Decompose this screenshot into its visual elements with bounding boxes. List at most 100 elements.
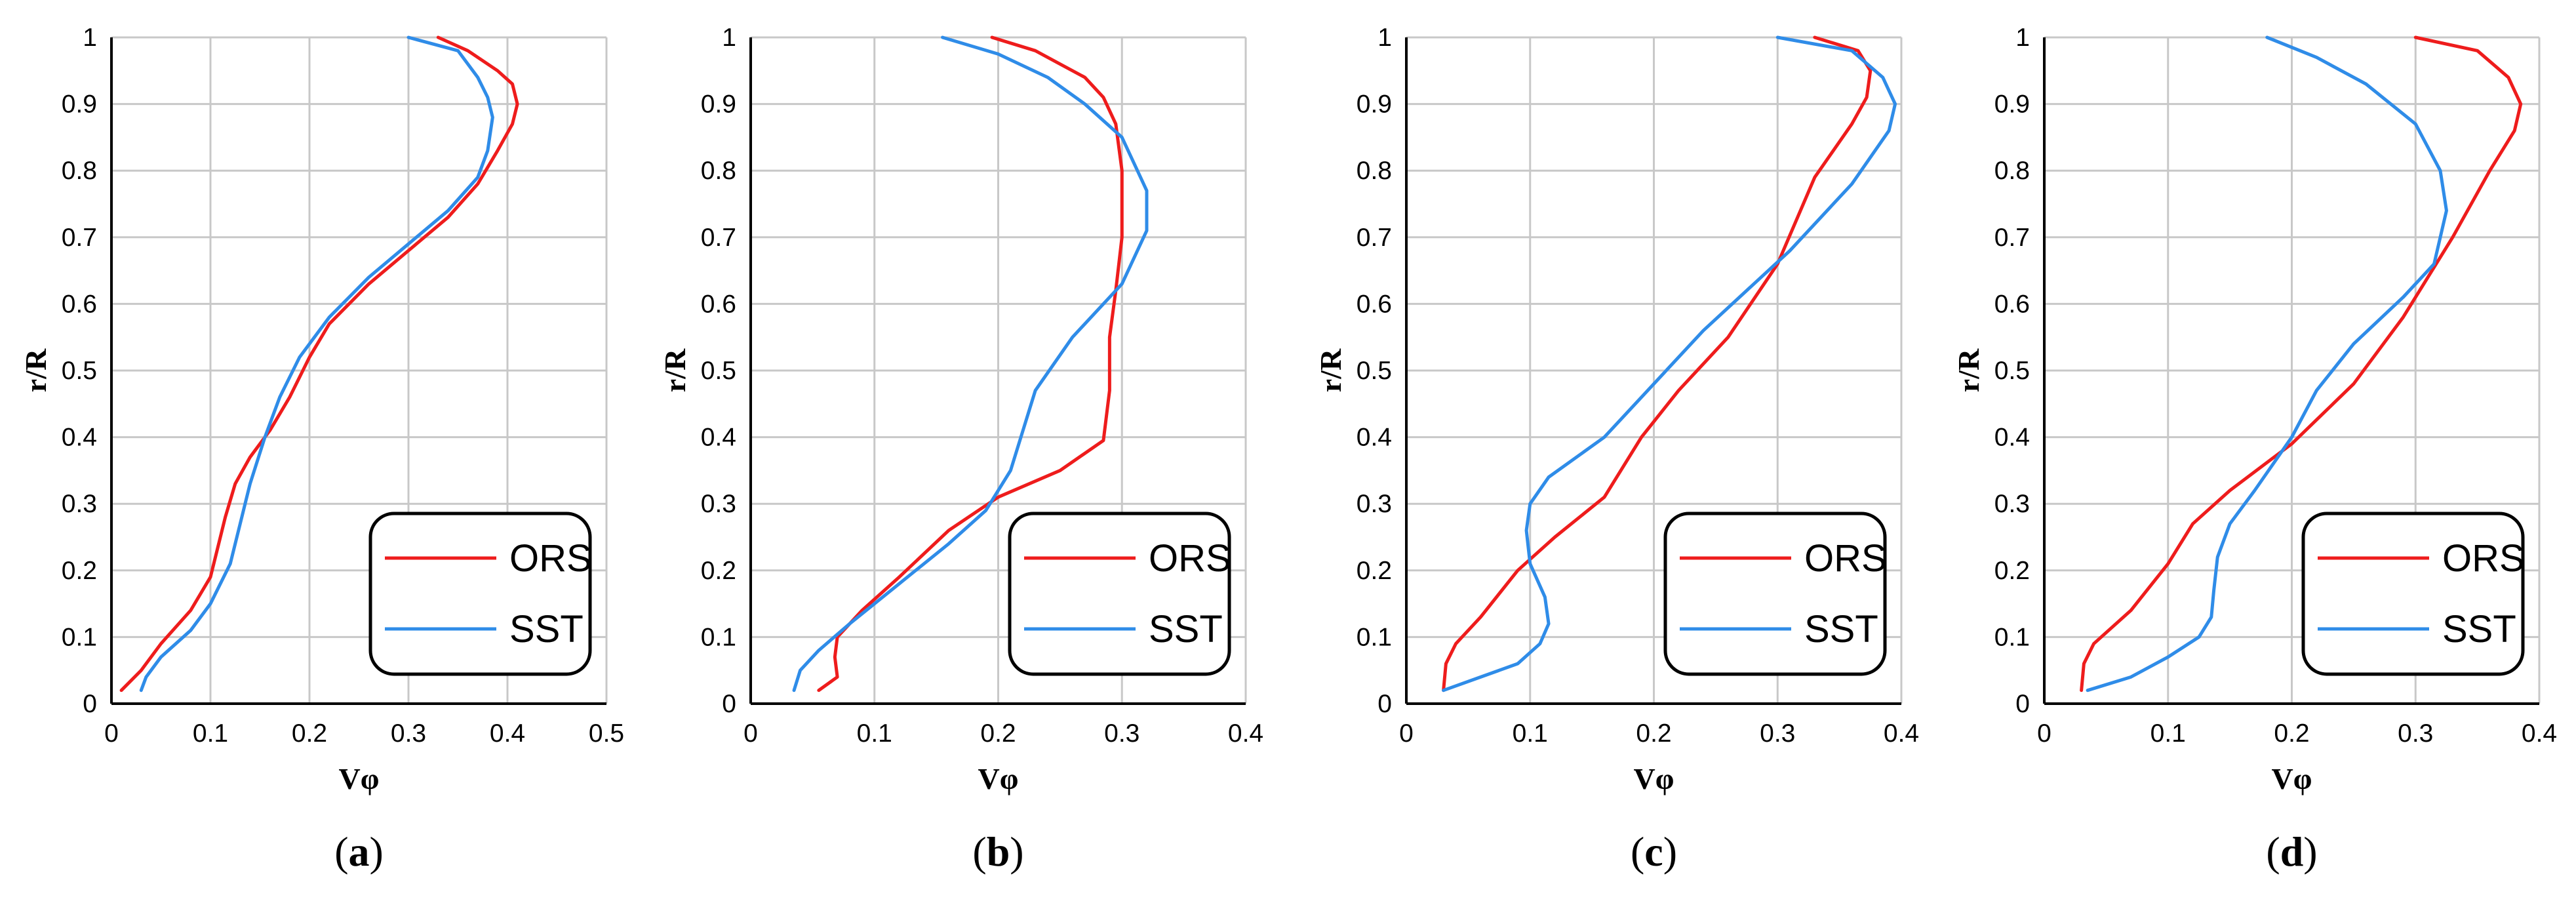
y-axis-title: r/R [658,348,692,392]
x-tick-label: 0.4 [1884,719,1919,748]
y-tick-label: 0.2 [62,557,97,585]
x-tick-label: 0.3 [1760,719,1795,748]
y-tick-label: 1 [2015,24,2030,52]
x-tick-label: 0.3 [2398,719,2433,748]
legend-label-ors: ORS [509,537,592,580]
y-axis-title: r/R [19,348,52,392]
y-tick-label: 0.6 [1357,290,1392,318]
y-tick-label: 0.1 [1357,623,1392,651]
series-line-sst [139,35,494,693]
x-tick-label: 0.1 [1513,719,1548,748]
legend: ORS SST [2301,512,2525,676]
x-tick-label: 0.4 [2522,719,2557,748]
x-axis-title: Vφ [978,762,1019,795]
y-tick-label: 0.2 [1994,557,2030,585]
y-tick-label: 0.4 [1994,424,2030,452]
y-tick-label: 0.5 [1994,357,2030,385]
legend-label-sst: SST [1804,608,1878,651]
y-tick-label: 0.6 [701,290,736,318]
y-tick-label: 0.3 [62,490,97,518]
series-line-sst [792,35,1149,693]
y-tick-label: 1 [1377,24,1392,52]
y-tick-label: 0.6 [62,290,97,318]
x-tick-label: 0 [104,719,119,748]
legend-box [2301,512,2525,676]
y-tick-label: 0.6 [1994,290,2030,318]
y-tick-label: 0.2 [1357,557,1392,585]
y-axis-title: r/R [1314,348,1347,392]
y-tick-label: 0.4 [62,424,97,452]
y-tick-label: 0.7 [1994,224,2030,252]
y-tick-label: 0.8 [1994,157,2030,185]
legend-box [368,512,592,676]
legend-box [1008,512,1231,676]
y-tick-label: 0.9 [1994,90,2030,119]
y-tick-label: 0.2 [701,557,736,585]
series-line-ors [2080,35,2523,693]
y-tick-label: 0.7 [701,224,736,252]
series-line-ors [119,35,519,693]
y-tick-label: 0.5 [1357,357,1392,385]
panel-label: (a) [334,828,384,875]
legend: ORS SST [1008,512,1231,676]
y-tick-label: 0.8 [1357,157,1392,185]
x-tick-label: 0.3 [391,719,426,748]
x-axis-title: Vφ [1634,762,1674,795]
series-line-ors [1442,35,1873,693]
y-tick-label: 0.4 [1357,424,1392,452]
y-tick-label: 0.3 [1357,490,1392,518]
y-tick-label: 0.8 [62,157,97,185]
y-tick-label: 0 [2015,690,2030,718]
x-tick-label: 0.4 [490,719,525,748]
legend-box [1663,512,1887,676]
y-tick-label: 1 [83,24,97,52]
y-axis-title: r/R [1952,348,1985,392]
x-tick-label: 0.2 [292,719,327,748]
y-tick-label: 0 [83,690,97,718]
y-tick-label: 0.3 [701,490,736,518]
y-tick-label: 0.8 [701,157,736,185]
legend-label-ors: ORS [1804,537,1887,580]
chart-panel-a: 0 0.1 0.2 0.3 0.4 0.5 0.6 0.7 0.8 0.9 1 0 0.1 0.2 0.3 0… [19,24,624,875]
x-tick-label: 0 [2037,719,2051,748]
x-tick-label: 0.5 [589,719,624,748]
x-tick-label: 0.2 [2274,719,2309,748]
y-tick-label: 0.1 [1994,623,2030,651]
x-tick-label: 0 [1399,719,1414,748]
legend-label-ors: ORS [2442,537,2525,580]
y-tick-label: 0.4 [701,424,736,452]
x-axis-title: Vφ [2272,762,2312,795]
x-tick-label: 0.2 [1636,719,1671,748]
series-line-sst [1442,35,1897,693]
chart-panel-b: 0 0.1 0.2 0.3 0.4 0.5 0.6 0.7 0.8 0.9 1 0 0.1 0.2 0.3 0… [658,24,1263,875]
x-tick-label: 0.1 [2150,719,2186,748]
panel-label: (b) [972,828,1023,875]
y-tick-label: 0 [1377,690,1392,718]
legend: ORS SST [1663,512,1887,676]
x-tick-label: 0.4 [1228,719,1263,748]
y-tick-label: 0.5 [701,357,736,385]
y-tick-label: 0.9 [62,90,97,119]
panel-label: (c) [1631,828,1677,875]
legend: ORS SST [368,512,592,676]
y-tick-label: 0.1 [62,623,97,651]
y-tick-label: 0.9 [1357,90,1392,119]
y-tick-label: 0.9 [701,90,736,119]
x-tick-label: 0 [743,719,758,748]
y-tick-label: 0.3 [1994,490,2030,518]
x-tick-label: 0.1 [193,719,228,748]
x-tick-label: 0.2 [980,719,1016,748]
legend-label-ors: ORS [1149,537,1231,580]
y-tick-label: 1 [722,24,736,52]
y-tick-label: 0.7 [62,224,97,252]
chart-panel-d: 0 0.1 0.2 0.3 0.4 0.5 0.6 0.7 0.8 0.9 1 0 0.1 0.2 0.3 0… [1952,24,2557,875]
y-tick-label: 0.5 [62,357,97,385]
legend-label-sst: SST [2442,608,2516,651]
y-tick-label: 0.1 [701,623,736,651]
series-line-sst [2086,35,2448,693]
chart-panel-c: 0 0.1 0.2 0.3 0.4 0.5 0.6 0.7 0.8 0.9 1 0 0.1 0.2 0.3 0… [1314,24,1919,875]
y-tick-label: 0 [722,690,736,718]
panel-label: (d) [2266,828,2317,875]
x-tick-label: 0.1 [857,719,892,748]
